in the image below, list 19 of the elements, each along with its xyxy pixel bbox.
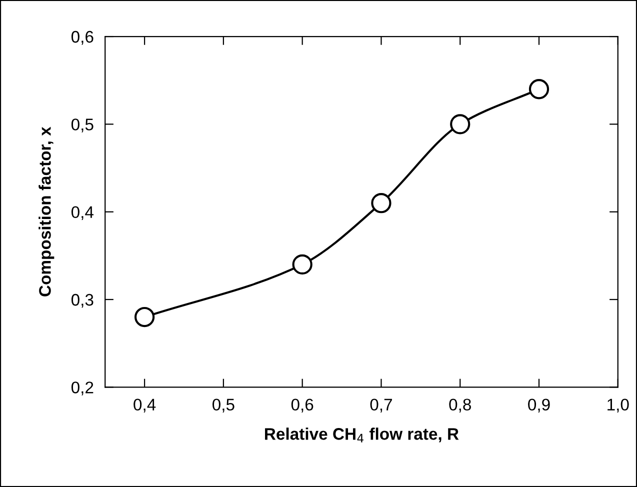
y-tick-label: 0,3 — [71, 294, 94, 308]
y-axis-title: Composition factor, x — [38, 126, 54, 296]
point — [450, 114, 470, 134]
point — [371, 193, 392, 214]
x-tick-label: 0,9 — [528, 398, 550, 412]
x-axis-title: Relative CH$_{4}$ flow rate, R — [265, 428, 459, 442]
x-tick-label: 1,0 — [608, 398, 629, 412]
point — [134, 306, 155, 328]
x-tick-label: 0,4 — [134, 398, 156, 412]
x-tick-label: 0,6 — [291, 398, 314, 412]
y-tick-label: 0,2 — [71, 382, 94, 396]
point — [528, 79, 550, 100]
point — [292, 254, 312, 275]
x-tick-label: 0,5 — [212, 398, 234, 412]
x-tick-label: 0,7 — [370, 398, 392, 412]
y-tick-label: 0,6 — [71, 30, 94, 45]
y-tick-label: 0,5 — [71, 118, 94, 132]
y-tick-label: 0,4 — [71, 206, 94, 220]
x-tick-label: 0,8 — [449, 398, 471, 412]
